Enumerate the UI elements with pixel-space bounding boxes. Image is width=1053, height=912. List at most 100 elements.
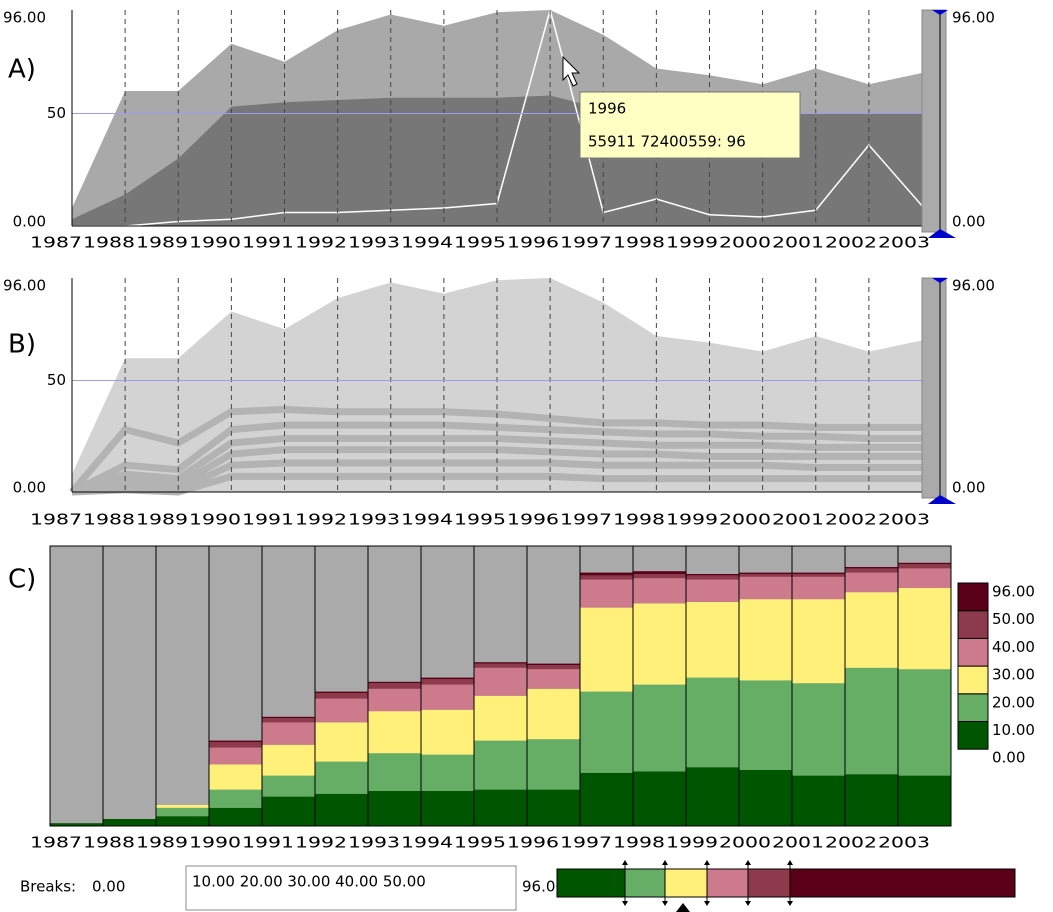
slider-label: 96.00 [952,277,995,295]
legend-label: 0.00 [992,749,1025,767]
bar-segment [262,722,315,745]
x-tick-label: 1996 [507,834,559,852]
x-tick-label: 1995 [454,234,506,252]
bar-segment [262,744,315,776]
bar-segment [156,807,209,817]
bar-segment [421,684,474,710]
x-tick-label: 1998 [613,834,665,852]
slider-handle [932,278,948,283]
bar-segment [262,716,315,719]
bar-segment [739,576,792,600]
bar-segment [315,693,368,699]
bar-segment [845,568,898,573]
bar-segment [792,683,845,776]
panel-label: A) [8,55,36,85]
bar-segment [633,684,686,772]
x-tick-label: 1993 [348,234,400,252]
slider-handle [928,495,956,504]
line [70,421,922,496]
bar-segment [686,579,739,602]
line [70,435,922,496]
x-tick-label: 1989 [136,234,188,252]
bar-segment [898,562,951,565]
x-tick-label: 1989 [136,834,188,852]
bar-segment [262,775,315,797]
x-tick-label: 1990 [189,511,241,529]
bar-segment [421,677,474,679]
bar-segment [633,578,686,604]
bar-segment [845,592,898,668]
bar-segment [686,575,739,580]
x-tick-label: 1996 [507,511,559,529]
x-tick-label: 2002 [825,834,877,852]
bar-segment [368,711,421,754]
slider-handle [932,10,948,15]
x-tick-label: 2002 [825,511,877,529]
bar-segment [315,793,368,826]
legend-label: 96.00 [992,583,1035,601]
bar-segment [474,695,527,741]
bar-segment [633,571,686,574]
break-segment [556,868,626,898]
break-handle-tip [745,901,751,906]
bar-segment [686,602,739,678]
bar-segment [739,599,792,681]
bar-segment [527,665,580,670]
x-tick-label: 1990 [189,234,241,252]
slider-label: 0.00 [952,213,985,231]
x-tick-label: 1987 [30,234,82,252]
tooltip-box [579,91,801,159]
x-tick-label: 1997 [560,511,612,529]
legend-swatch [957,693,989,722]
bar-segment [156,816,209,826]
x-tick-label: 1991 [242,511,294,529]
breaks-text[interactable]: 10.00 20.00 30.00 40.00 50.00 [192,873,426,891]
x-tick-label: 1991 [242,834,294,852]
legend-swatch [957,582,989,612]
bar-segment [527,669,580,689]
x-tick-label: 1997 [560,234,612,252]
bar-segment [209,742,262,748]
bar-segment [262,718,315,723]
bar-segment [739,574,792,577]
x-tick-label: 1991 [242,234,294,252]
bar-segment [580,772,633,826]
legend-swatch [957,665,989,695]
x-tick-label: 1988 [83,511,135,529]
bar-background [50,546,103,826]
bar-segment [527,688,580,740]
bar-segment [527,789,580,826]
bar-segment [633,574,686,579]
x-tick-label: 1993 [348,834,400,852]
break-segment [706,868,749,898]
bar-segment [792,574,845,577]
break-pointer [676,903,690,912]
bar-segment [686,767,739,826]
breaks-input[interactable] [185,865,517,911]
break-handle-tip [787,860,793,865]
x-tick-label: 2000 [719,234,771,252]
bar-segment [368,681,421,684]
breaks-label: Breaks: [20,878,76,896]
bar-segment [315,698,368,723]
x-tick-label: 1987 [30,834,82,852]
x-tick-label: 1997 [560,834,612,852]
bar-segment [792,572,845,574]
cursor [562,55,581,87]
bar-segment [368,683,421,689]
bar-segment [633,771,686,826]
bar-segment [368,753,421,791]
break-segment [624,868,666,898]
y-tick-label: 96.00 [3,9,46,27]
y-tick-label: 50 [47,104,66,122]
x-tick-label: 1988 [83,834,135,852]
slider [921,277,947,499]
x-tick-label: 1994 [401,834,453,852]
bar-segment [315,722,368,762]
bar-segment [209,747,262,765]
x-tick-label: 1994 [401,511,453,529]
legend-swatch [957,610,989,639]
x-tick-label: 1992 [295,234,347,252]
legend-swatch [957,637,989,667]
x-tick-label: 2000 [719,511,771,529]
